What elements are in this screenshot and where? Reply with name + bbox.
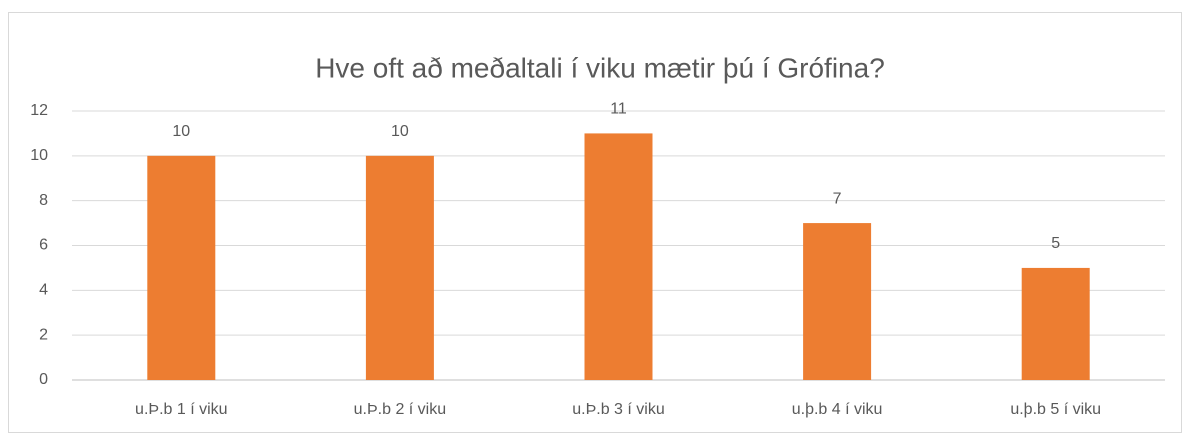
data-label: 10 [391, 123, 409, 140]
y-tick-label: 2 [39, 326, 48, 343]
x-tick-label: u.Þ.b 3 í viku [572, 401, 665, 418]
bar [803, 223, 872, 380]
bar [1021, 267, 1090, 380]
x-tick-label: u.Þ.b 2 í viku [354, 401, 447, 418]
y-tick-label: 0 [39, 371, 48, 388]
bar [584, 133, 653, 380]
y-tick-label: 6 [39, 237, 48, 254]
y-tick-label: 12 [30, 102, 48, 119]
y-tick-label: 4 [39, 282, 48, 299]
data-label: 5 [1051, 235, 1060, 252]
data-label: 11 [610, 101, 627, 118]
bar [365, 155, 434, 380]
data-label: 7 [833, 190, 842, 207]
y-tick-label: 8 [39, 192, 48, 209]
x-tick-label: u.Þ.b 1 í viku [135, 401, 228, 418]
data-label: 10 [172, 123, 190, 140]
y-tick-label: 10 [30, 147, 48, 164]
x-tick-label: u.þ.b 5 í viku [1010, 401, 1101, 418]
x-tick-label: u.þ.b 4 í viku [792, 401, 883, 418]
bar [147, 155, 216, 380]
chart-title: Hve oft að meðaltali í viku mætir þú í G… [315, 52, 885, 83]
